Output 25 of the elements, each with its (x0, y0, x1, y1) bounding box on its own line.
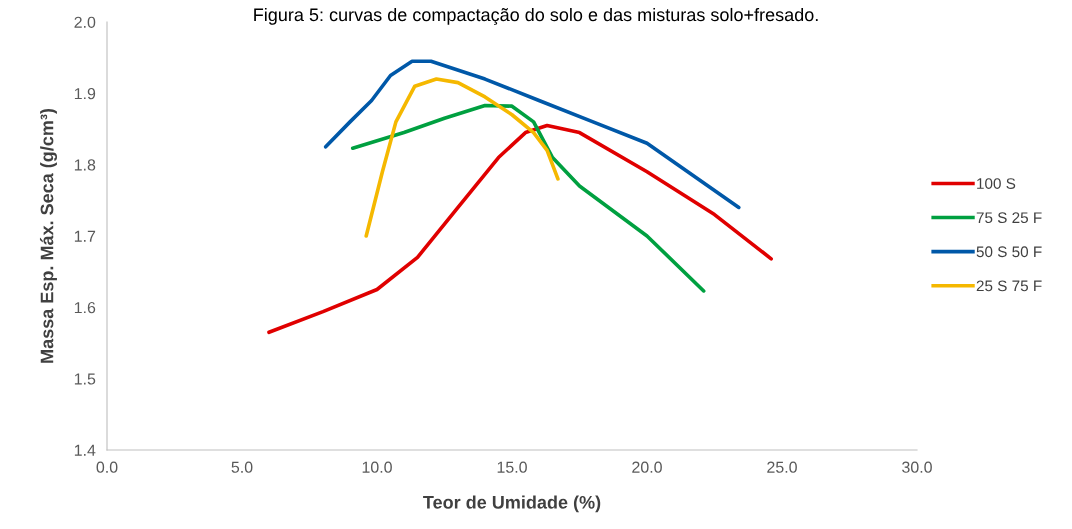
legend-label: 25 S 75 F (976, 280, 1042, 292)
x-tick-label: 30.0 (902, 461, 932, 473)
y-tick-label: 1.6 (74, 301, 96, 314)
y-tick-label: 1.7 (74, 230, 96, 242)
line-series (350, 103, 706, 293)
legend-label: 100 S (977, 178, 1016, 189)
y-axis-title: Massa Esp. Máx. Seca (g/cm³) (39, 108, 58, 363)
x-tick-label: 0.0 (96, 461, 118, 473)
x-tick-label: 5.0 (231, 461, 253, 473)
line-series (323, 59, 741, 210)
legend-label: 50 S 50 F (976, 246, 1042, 258)
y-tick-label: 1.4 (74, 444, 96, 456)
legend-label: 75 S 25 F (976, 212, 1042, 224)
line-series (267, 123, 774, 335)
y-tick-label: 1.9 (74, 87, 96, 100)
x-tick-label: 20.0 (632, 461, 662, 473)
y-tick-label: 1.8 (74, 159, 96, 171)
line-series (364, 77, 560, 238)
y-tick-label: 1.5 (74, 373, 96, 385)
x-tick-label: 25.0 (767, 461, 797, 473)
x-axis-title: Teor de Umidade (%) (423, 495, 601, 513)
x-tick-label: 10.0 (362, 461, 392, 473)
y-tick-label: 2.0 (74, 16, 96, 28)
chart-title: Figura 5: curvas de compactação do solo e das misturas solo+fresado. (254, 7, 818, 25)
x-tick-label: 15.0 (497, 461, 527, 473)
